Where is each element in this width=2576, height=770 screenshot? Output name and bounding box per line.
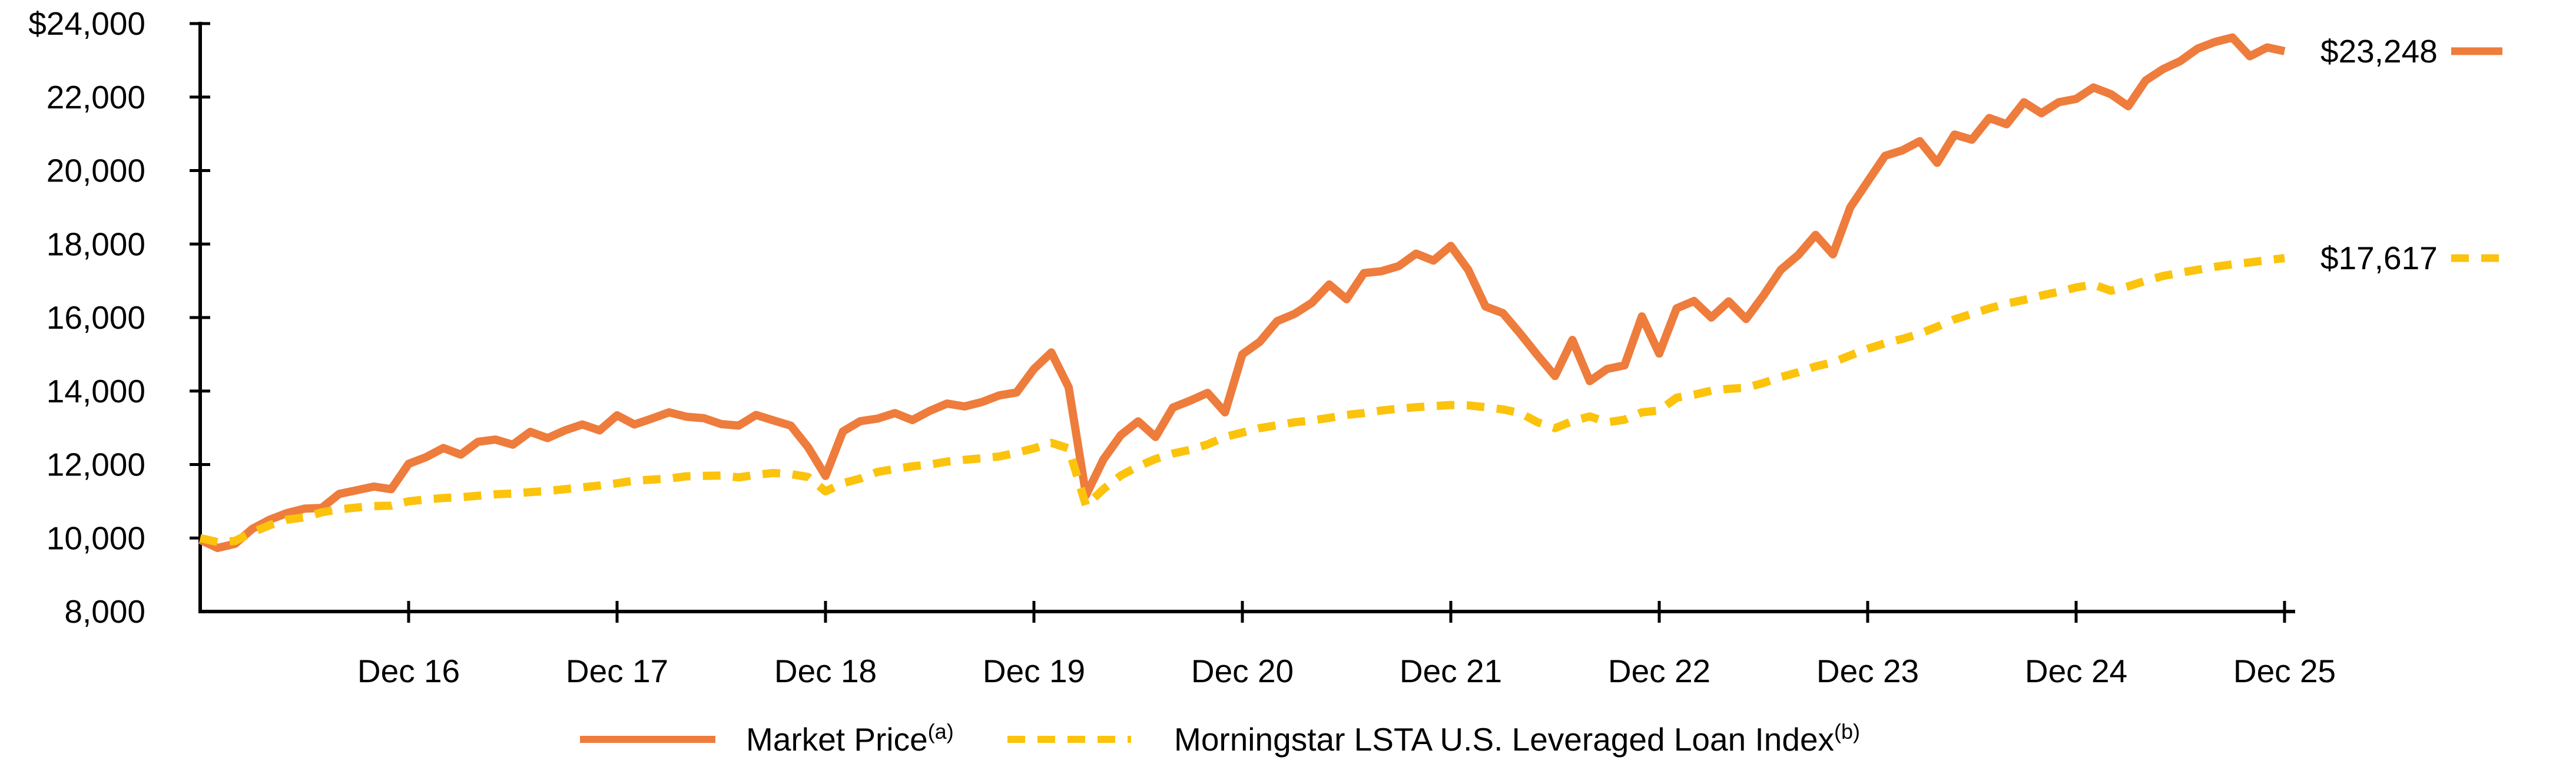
x-axis-label: Dec 18: [774, 653, 877, 689]
y-axis-label: $24,000: [28, 5, 145, 42]
x-axis-label: Dec 16: [357, 653, 460, 689]
x-axis-label: Dec 21: [1400, 653, 1502, 689]
y-axis-label: 12,000: [47, 447, 145, 483]
y-axis-label: 16,000: [47, 299, 145, 336]
y-axis-labels: 8,000 10,000 12,000 14,000 16,000 18,000 20,00…: [28, 5, 145, 630]
axes: [198, 22, 2295, 613]
footnote-superscript: (a): [928, 719, 954, 743]
x-axis-label: Dec 25: [2233, 653, 2336, 689]
legend-text: Morningstar LSTA U.S. Leveraged Loan Ind…: [1174, 721, 1834, 758]
legend-label-market-price: Market Price(a): [746, 719, 954, 758]
y-axis-label: 22,000: [47, 79, 145, 115]
legend: Market Price(a) Morningstar LSTA U.S. Lev…: [580, 719, 1860, 758]
footnote-superscript: (b): [1834, 719, 1860, 743]
legend-text: Market Price: [746, 721, 928, 758]
y-axis-label: 10,000: [47, 520, 145, 556]
x-axis-label: Dec 24: [2025, 653, 2127, 689]
series-end-labels: $23,248 $17,617: [2320, 33, 2502, 276]
index-end-value: $17,617: [2320, 240, 2438, 276]
series-lines: [198, 33, 2286, 553]
axis-lines: [198, 22, 2295, 613]
y-axis-label: 14,000: [47, 373, 145, 409]
y-axis-label: 8,000: [64, 593, 145, 630]
index-line: [199, 254, 2285, 547]
y-axis-ticks: [190, 22, 210, 540]
market-price-line: [198, 33, 2286, 553]
x-axis-label: Dec 19: [983, 653, 1085, 689]
x-axis-label: Dec 22: [1608, 653, 1710, 689]
x-axis-label: Dec 17: [566, 653, 668, 689]
x-axis-ticks: [407, 601, 2286, 623]
x-axis-label: Dec 20: [1191, 653, 1294, 689]
x-axis-labels: Dec 16 Dec 17 Dec 18 Dec 19 Dec 20 Dec 21 Dec …: [357, 653, 2336, 689]
y-axis-label: 20,000: [47, 153, 145, 189]
x-axis-label: Dec 23: [1816, 653, 1919, 689]
market-price-end-value: $23,248: [2320, 33, 2438, 70]
legend-label-index: Morningstar LSTA U.S. Leveraged Loan Ind…: [1174, 719, 1860, 758]
y-axis-label: 18,000: [47, 226, 145, 262]
